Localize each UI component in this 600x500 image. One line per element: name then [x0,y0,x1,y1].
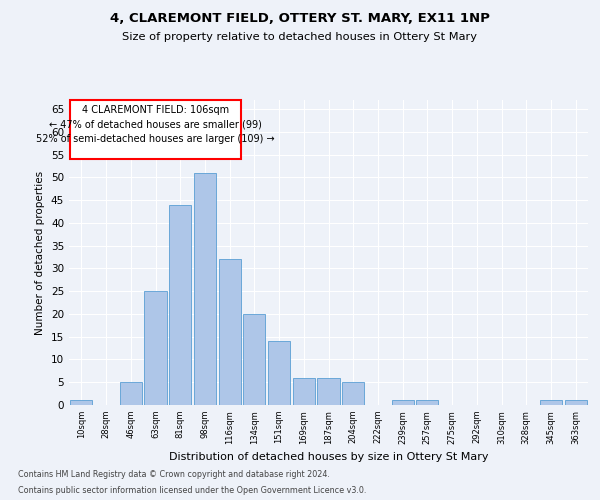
Text: 4 CLAREMONT FIELD: 106sqm: 4 CLAREMONT FIELD: 106sqm [82,106,229,116]
Y-axis label: Number of detached properties: Number of detached properties [35,170,46,334]
Bar [70,400,92,405]
Bar [218,260,241,405]
Bar [317,378,340,405]
Bar [293,378,315,405]
Text: Contains HM Land Registry data © Crown copyright and database right 2024.: Contains HM Land Registry data © Crown c… [18,470,330,479]
Bar [392,400,414,405]
Text: Contains public sector information licensed under the Open Government Licence v3: Contains public sector information licen… [18,486,367,495]
X-axis label: Distribution of detached houses by size in Ottery St Mary: Distribution of detached houses by size … [169,452,488,462]
Bar [416,400,439,405]
Bar [70,100,241,159]
Bar [119,382,142,405]
Text: 4, CLAREMONT FIELD, OTTERY ST. MARY, EX11 1NP: 4, CLAREMONT FIELD, OTTERY ST. MARY, EX1… [110,12,490,26]
Bar [565,400,587,405]
Bar [145,291,167,405]
Text: ← 47% of detached houses are smaller (99): ← 47% of detached houses are smaller (99… [49,119,262,129]
Bar [540,400,562,405]
Bar [194,173,216,405]
Text: 52% of semi-detached houses are larger (109) →: 52% of semi-detached houses are larger (… [36,134,275,144]
Bar [268,342,290,405]
Bar [169,204,191,405]
Text: Size of property relative to detached houses in Ottery St Mary: Size of property relative to detached ho… [122,32,478,42]
Bar [243,314,265,405]
Bar [342,382,364,405]
